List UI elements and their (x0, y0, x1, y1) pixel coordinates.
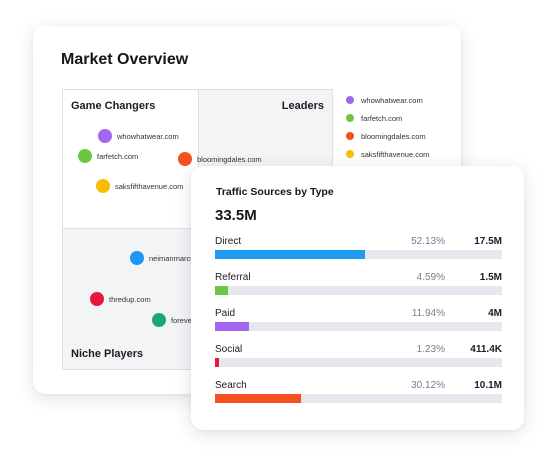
site-dot (96, 179, 110, 193)
legend-item[interactable]: whowhatwear.com (346, 91, 429, 109)
legend-dot (346, 150, 354, 158)
traffic-row-label: Paid (215, 308, 236, 319)
legend-label: farfetch.com (361, 113, 403, 123)
traffic-bar-track (215, 250, 502, 259)
traffic-bar-fill (215, 322, 250, 331)
traffic-row-percent: 4.59% (416, 272, 445, 283)
legend-dot (346, 132, 354, 140)
traffic-bar-fill (215, 358, 219, 367)
legend-item[interactable]: saksfifthavenue.com (346, 145, 429, 163)
site-dot (90, 292, 104, 306)
site-label: thredup.com (109, 294, 151, 304)
traffic-row-value: 17.5M (474, 236, 502, 247)
legend-dot (346, 114, 354, 122)
legend-item[interactable]: farfetch.com (346, 109, 429, 127)
site-label: farfetch.com (97, 151, 139, 161)
site-dot (78, 149, 92, 163)
traffic-row-label: Social (215, 344, 243, 355)
traffic-bar-fill (215, 286, 229, 295)
site-label: saksfifthavenue.com (115, 181, 184, 191)
site-dot (178, 152, 192, 166)
site-point[interactable]: bloomingdales.com (178, 152, 262, 166)
traffic-row-percent: 1.23% (416, 344, 445, 355)
traffic-row-value: 1.5M (479, 272, 502, 283)
traffic-bar-track (215, 286, 502, 295)
site-label: whowhatwear.com (117, 131, 179, 141)
traffic-bar-track (215, 322, 502, 331)
site-point[interactable]: neimanmarcus.com (130, 251, 214, 265)
site-point[interactable]: whowhatwear.com (98, 129, 179, 143)
traffic-row-percent: 11.94% (411, 308, 445, 319)
quadrant-label-niche-players: Niche Players (71, 348, 144, 360)
site-label: neimanmarcus.com (149, 253, 215, 263)
site-dot (98, 129, 112, 143)
legend-label: bloomingdales.com (361, 131, 426, 141)
site-dot (152, 313, 166, 327)
traffic-total: 33.5M (215, 207, 257, 224)
traffic-row-label: Referral (215, 272, 251, 283)
site-point[interactable]: thredup.com (90, 292, 151, 306)
traffic-row-label: Direct (215, 236, 242, 247)
traffic-bar-fill (215, 250, 365, 259)
legend-label: saksfifthavenue.com (361, 149, 430, 159)
quadrant-label-leaders: Leaders (281, 100, 324, 112)
traffic-bar-fill (215, 394, 302, 403)
legend-dot (346, 96, 354, 104)
legend-item[interactable]: bloomingdales.com (346, 127, 429, 145)
traffic-sources-card: Traffic Sources by Type 33.5M Direct 52.… (191, 166, 524, 430)
market-overview-title: Market Overview (61, 51, 189, 68)
site-point[interactable]: farfetch.com (78, 149, 138, 163)
quadrant-label-game-changers: Game Changers (71, 100, 156, 112)
site-point[interactable]: saksfifthavenue.com (96, 179, 183, 193)
traffic-bar-track (215, 358, 502, 367)
traffic-row-percent: 52.13% (411, 236, 445, 247)
site-dot (130, 251, 144, 265)
traffic-row-value: 10.1M (474, 380, 502, 391)
traffic-row-value: 411.4K (470, 344, 502, 355)
traffic-sources-title: Traffic Sources by Type (216, 186, 334, 198)
traffic-bar-track (215, 394, 502, 403)
site-label: bloomingdales.com (197, 154, 262, 164)
site-legend: whowhatwear.com farfetch.com bloomingdal… (346, 91, 429, 163)
traffic-row-label: Search (215, 380, 247, 391)
quadrant-niche-players: Niche Players (62, 228, 200, 370)
legend-label: whowhatwear.com (361, 95, 423, 105)
traffic-row-percent: 30.12% (411, 380, 445, 391)
traffic-row-value: 4M (488, 308, 502, 319)
